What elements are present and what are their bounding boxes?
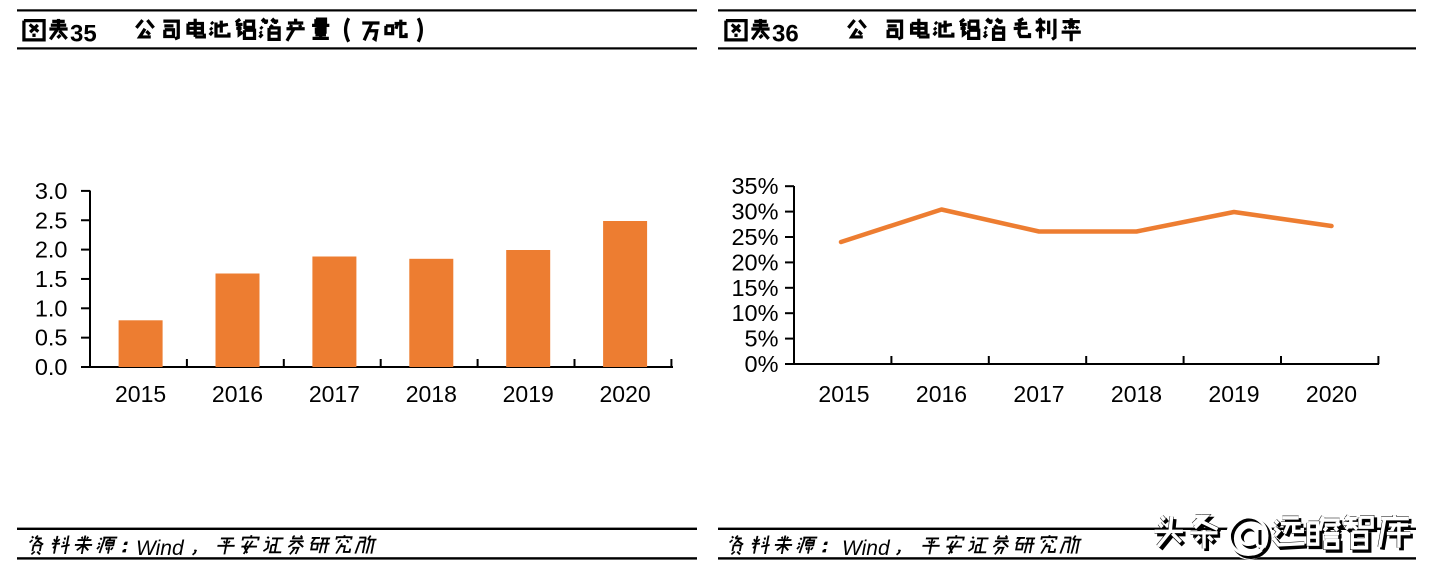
svg-text:35: 35 (70, 21, 97, 48)
svg-text:2016: 2016 (212, 381, 263, 407)
svg-text:5%: 5% (745, 326, 779, 352)
svg-text:2016: 2016 (916, 381, 967, 407)
svg-text:Wind: Wind (842, 537, 891, 560)
svg-text:20%: 20% (731, 249, 778, 275)
svg-text:2020: 2020 (1306, 381, 1357, 407)
svg-text:3.0: 3.0 (35, 178, 68, 204)
svg-text:2.5: 2.5 (35, 207, 68, 233)
svg-text:10%: 10% (731, 300, 778, 326)
svg-text:35%: 35% (731, 173, 778, 199)
svg-text:2018: 2018 (1111, 381, 1162, 407)
svg-text:Wind: Wind (136, 537, 185, 560)
svg-text:2020: 2020 (600, 381, 651, 407)
svg-text:2017: 2017 (309, 381, 360, 407)
svg-text:30%: 30% (731, 199, 778, 225)
svg-text:2015: 2015 (818, 381, 869, 407)
svg-text:2.0: 2.0 (35, 237, 68, 263)
svg-text:1.0: 1.0 (35, 295, 68, 321)
svg-text:0%: 0% (745, 351, 779, 377)
svg-text:15%: 15% (731, 275, 778, 301)
svg-text:0.0: 0.0 (35, 354, 68, 380)
svg-text:2017: 2017 (1013, 381, 1064, 407)
svg-text:1.5: 1.5 (35, 266, 68, 292)
svg-text:2015: 2015 (115, 381, 166, 407)
svg-text:25%: 25% (731, 224, 778, 250)
svg-text:0.5: 0.5 (35, 325, 68, 351)
svg-text:36: 36 (772, 21, 799, 48)
svg-text:2019: 2019 (503, 381, 554, 407)
svg-text:2018: 2018 (406, 381, 457, 407)
svg-text:2019: 2019 (1208, 381, 1259, 407)
